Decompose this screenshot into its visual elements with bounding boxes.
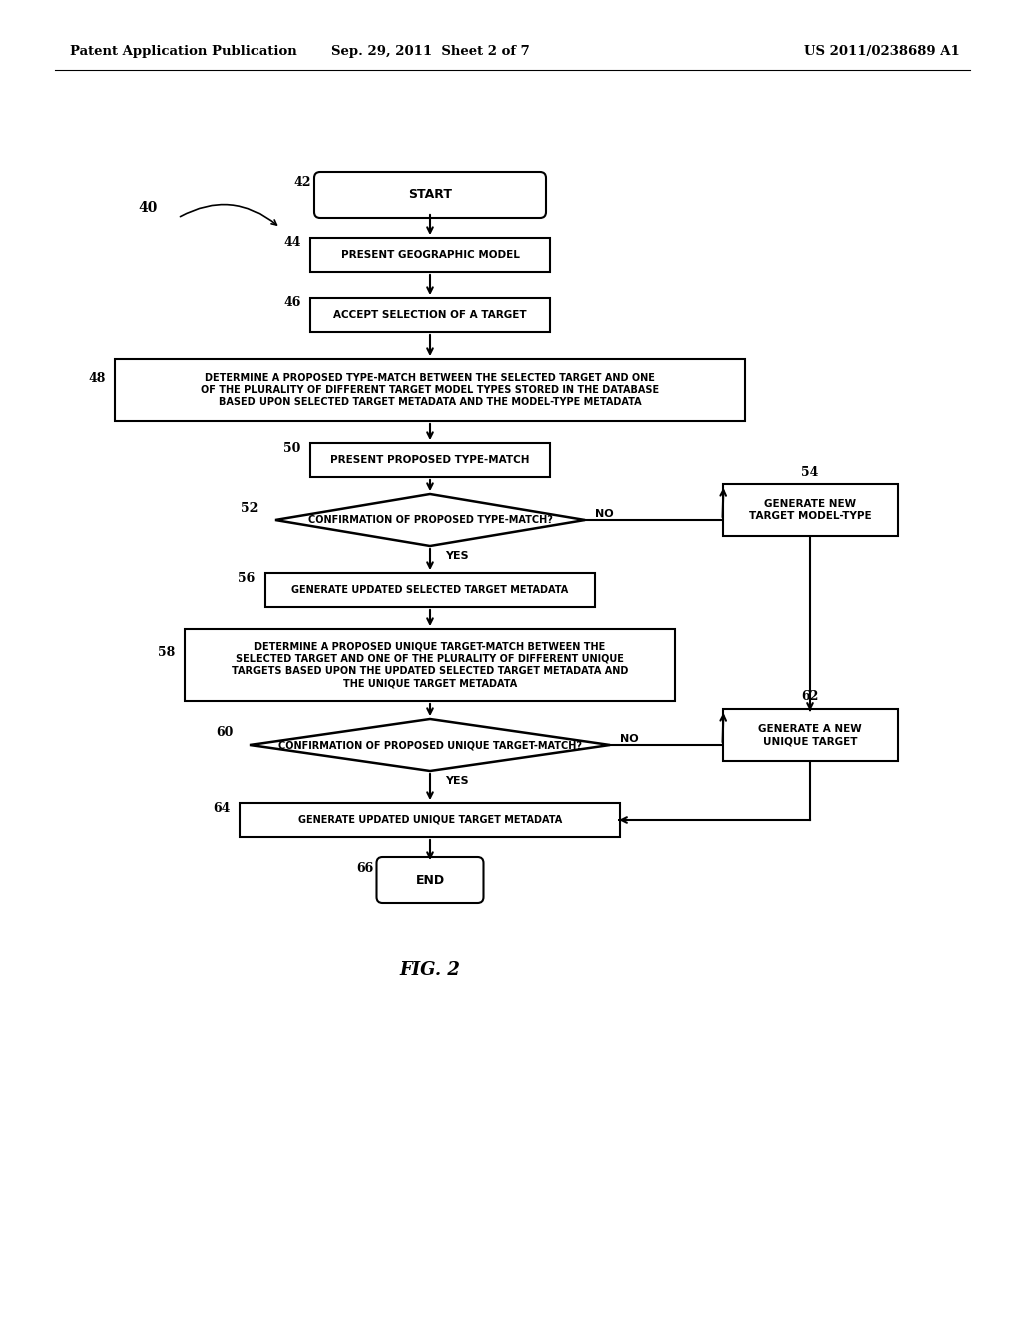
Text: CONFIRMATION OF PROPOSED TYPE-MATCH?: CONFIRMATION OF PROPOSED TYPE-MATCH? [307, 515, 552, 525]
Text: 50: 50 [284, 441, 301, 454]
Text: CONFIRMATION OF PROPOSED UNIQUE TARGET-MATCH?: CONFIRMATION OF PROPOSED UNIQUE TARGET-M… [278, 741, 582, 750]
FancyBboxPatch shape [310, 444, 550, 477]
Text: 46: 46 [284, 297, 301, 309]
Text: 44: 44 [284, 236, 301, 249]
FancyBboxPatch shape [310, 298, 550, 333]
Text: YES: YES [445, 776, 469, 785]
Text: DETERMINE A PROPOSED UNIQUE TARGET-MATCH BETWEEN THE
SELECTED TARGET AND ONE OF : DETERMINE A PROPOSED UNIQUE TARGET-MATCH… [231, 642, 628, 689]
Text: Patent Application Publication: Patent Application Publication [70, 45, 297, 58]
Text: Sep. 29, 2011  Sheet 2 of 7: Sep. 29, 2011 Sheet 2 of 7 [331, 45, 529, 58]
Text: 42: 42 [293, 177, 310, 190]
Text: PRESENT PROPOSED TYPE-MATCH: PRESENT PROPOSED TYPE-MATCH [331, 455, 529, 465]
Text: GENERATE NEW
TARGET MODEL-TYPE: GENERATE NEW TARGET MODEL-TYPE [749, 499, 871, 521]
Text: US 2011/0238689 A1: US 2011/0238689 A1 [804, 45, 961, 58]
FancyBboxPatch shape [185, 630, 675, 701]
Text: GENERATE UPDATED SELECTED TARGET METADATA: GENERATE UPDATED SELECTED TARGET METADAT… [292, 585, 568, 595]
Text: 58: 58 [159, 647, 176, 660]
Text: START: START [408, 189, 452, 202]
FancyBboxPatch shape [723, 709, 897, 762]
Text: YES: YES [445, 550, 469, 561]
Text: 54: 54 [802, 466, 818, 479]
Text: 40: 40 [138, 201, 158, 215]
FancyBboxPatch shape [377, 857, 483, 903]
Text: PRESENT GEOGRAPHIC MODEL: PRESENT GEOGRAPHIC MODEL [341, 249, 519, 260]
FancyBboxPatch shape [115, 359, 745, 421]
FancyBboxPatch shape [265, 573, 595, 607]
Text: NO: NO [595, 510, 613, 519]
Text: 48: 48 [88, 371, 105, 384]
Text: NO: NO [620, 734, 639, 744]
FancyBboxPatch shape [310, 238, 550, 272]
FancyBboxPatch shape [314, 172, 546, 218]
Text: 60: 60 [216, 726, 233, 739]
FancyBboxPatch shape [240, 803, 620, 837]
Text: DETERMINE A PROPOSED TYPE-MATCH BETWEEN THE SELECTED TARGET AND ONE
OF THE PLURA: DETERMINE A PROPOSED TYPE-MATCH BETWEEN … [201, 372, 659, 408]
Polygon shape [250, 719, 610, 771]
Text: ACCEPT SELECTION OF A TARGET: ACCEPT SELECTION OF A TARGET [333, 310, 526, 319]
Polygon shape [275, 494, 585, 546]
Text: END: END [416, 874, 444, 887]
Text: FIG. 2: FIG. 2 [399, 961, 461, 979]
Text: 52: 52 [242, 502, 259, 515]
Text: GENERATE A NEW
UNIQUE TARGET: GENERATE A NEW UNIQUE TARGET [758, 723, 862, 746]
FancyBboxPatch shape [723, 484, 897, 536]
Text: 62: 62 [802, 690, 818, 704]
Text: 56: 56 [239, 572, 256, 585]
Text: 66: 66 [356, 862, 374, 874]
Text: 64: 64 [213, 801, 230, 814]
Text: GENERATE UPDATED UNIQUE TARGET METADATA: GENERATE UPDATED UNIQUE TARGET METADATA [298, 814, 562, 825]
